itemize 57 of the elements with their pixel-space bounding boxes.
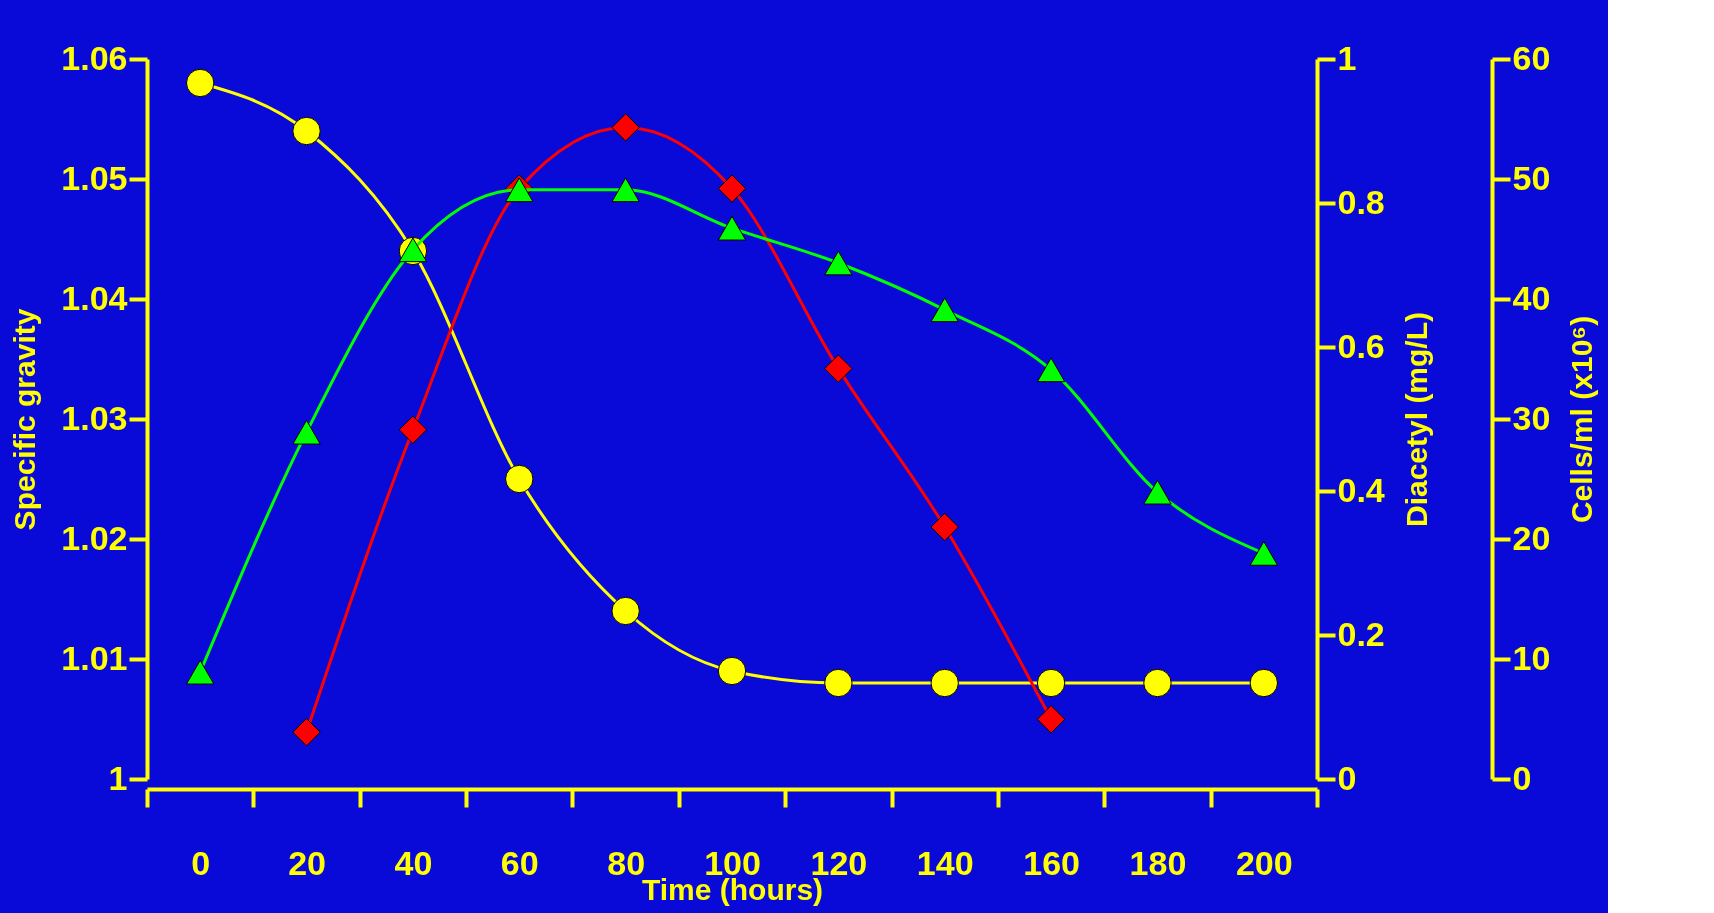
- point: [930, 297, 959, 323]
- point: [824, 668, 853, 698]
- y-tick-label: 1.02: [61, 518, 128, 557]
- point: [824, 250, 853, 276]
- point: [1249, 668, 1279, 698]
- point: [930, 668, 959, 698]
- y-axis-title: Specific gravity: [8, 308, 42, 531]
- point: [185, 68, 215, 98]
- y-tick-label: 1.04: [61, 278, 128, 317]
- y2-tick-label: 0.2: [1337, 614, 1385, 653]
- point: [1036, 705, 1066, 734]
- y3-tick-label: 40: [1512, 278, 1551, 317]
- x-tick-label: 40: [394, 843, 433, 882]
- y2-axis-title: Diacetyl (mg/L): [1399, 311, 1433, 528]
- point: [1036, 668, 1066, 698]
- point: [292, 419, 321, 445]
- x-tick-label: 20: [288, 843, 326, 882]
- x-tick-label: 180: [1129, 843, 1187, 882]
- x-tick-label: 200: [1235, 843, 1293, 882]
- y-tick-label: 1: [108, 758, 128, 797]
- y3-tick-label: 50: [1512, 158, 1551, 197]
- point: [1143, 668, 1172, 698]
- point: [292, 116, 321, 146]
- y3-tick-label: 30: [1512, 398, 1551, 437]
- point: [930, 512, 959, 542]
- y2-tick-label: 1: [1337, 38, 1357, 77]
- y-tick-label: 1.06: [61, 38, 128, 77]
- point: [611, 177, 640, 203]
- y3-tick-label: 20: [1512, 518, 1551, 557]
- point: [717, 215, 747, 241]
- y3-tick-label: 60: [1512, 38, 1551, 77]
- x-tick-label: 0: [191, 843, 211, 882]
- y2-tick-label: 0: [1337, 758, 1357, 797]
- point: [717, 656, 747, 686]
- point: [398, 415, 428, 444]
- x-tick-label: 140: [916, 843, 974, 882]
- x-tick-label: 60: [500, 843, 539, 882]
- point: [1249, 541, 1279, 566]
- y-tick-label: 1.03: [61, 398, 128, 437]
- y3-tick-label: 0: [1512, 758, 1532, 797]
- point: [1036, 357, 1066, 383]
- point: [505, 464, 534, 494]
- y2-tick-label: 0.8: [1337, 182, 1385, 221]
- point: [611, 596, 640, 626]
- point: [185, 659, 215, 685]
- y2-tick-label: 0.4: [1337, 470, 1385, 509]
- x-tick-label: 160: [1023, 843, 1080, 882]
- y3-tick-label: 10: [1512, 638, 1551, 677]
- point: [611, 113, 640, 142]
- point: [824, 354, 853, 383]
- point: [292, 718, 321, 747]
- y2-tick-label: 0.6: [1337, 326, 1385, 365]
- point: [717, 174, 747, 203]
- y-tick-label: 1.05: [61, 158, 128, 197]
- y-tick-label: 1.01: [61, 638, 128, 677]
- y3-axis-title: Cells/ml (x10⁶): [1565, 315, 1599, 524]
- point: [1143, 479, 1172, 505]
